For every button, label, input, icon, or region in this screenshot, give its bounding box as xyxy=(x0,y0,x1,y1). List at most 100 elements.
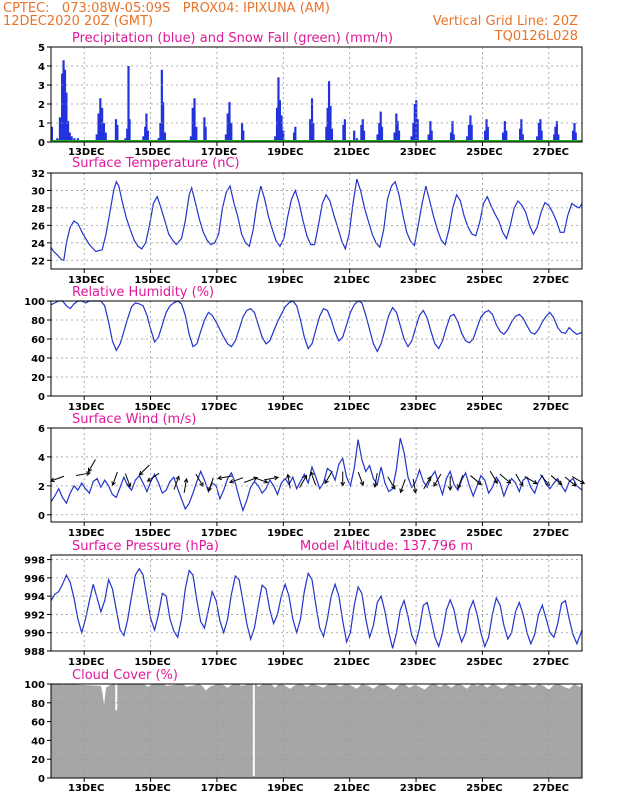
precip-bar xyxy=(189,136,193,142)
wind-arrow xyxy=(87,459,96,473)
precip-bar xyxy=(145,113,148,142)
precip-bar xyxy=(353,130,356,142)
y-tick-label: 60 xyxy=(31,718,45,729)
x-tick-label: 19DEC xyxy=(267,275,303,286)
x-tick-label: 13DEC xyxy=(68,275,104,286)
x-tick-label: 13DEC xyxy=(68,528,104,539)
wind-arrow-head xyxy=(263,479,269,484)
y-tick-label: 26 xyxy=(31,221,45,232)
pressure-title: Surface Pressure (hPa) xyxy=(72,539,219,554)
wind-arrow-head xyxy=(391,485,396,490)
y-tick-label: 996 xyxy=(24,574,45,585)
precip-bar xyxy=(505,130,508,142)
wind-arrow-shaft xyxy=(173,476,180,490)
wind-arrow-head xyxy=(175,475,180,481)
precip-bar xyxy=(427,134,430,142)
rh-frame xyxy=(50,300,583,397)
x-tick-label: 19DEC xyxy=(267,528,303,539)
x-tick-label: 15DEC xyxy=(134,528,170,539)
precip-bar xyxy=(536,136,539,142)
pressure-annotation: Model Altitude: 137.796 m xyxy=(300,539,473,554)
wind-arrow-head xyxy=(571,482,577,487)
precip-bar xyxy=(126,128,129,142)
x-tick-label: 17DEC xyxy=(201,783,237,794)
precip-bar xyxy=(397,130,401,142)
y-tick-label: 20 xyxy=(31,373,45,384)
wind-arrow-head xyxy=(447,486,453,491)
wind-arrow xyxy=(564,476,577,487)
precip-bar xyxy=(360,124,363,142)
x-tick-label: 15DEC xyxy=(134,275,170,286)
x-tick-label: 17DEC xyxy=(201,402,237,413)
wind-arrow xyxy=(76,471,91,476)
y-tick-label: 20 xyxy=(31,755,45,766)
wind-arrow xyxy=(173,475,180,490)
x-tick-label: 23DEC xyxy=(400,402,436,413)
x-tick-label: 17DEC xyxy=(201,147,237,158)
precip-bar xyxy=(484,130,487,142)
x-tick-label: 23DEC xyxy=(400,528,436,539)
wind-arrow xyxy=(124,473,132,488)
y-tick-label: 80 xyxy=(31,316,45,327)
precip-bar xyxy=(62,60,65,142)
precip-bar xyxy=(449,132,453,142)
precip-bar xyxy=(380,126,384,142)
wind-arrow-shaft xyxy=(324,470,333,484)
wind-arrow-shaft xyxy=(243,477,258,483)
wind-arrow-shaft xyxy=(374,473,378,488)
wind-arrow xyxy=(49,475,65,483)
x-tick-label: 27DEC xyxy=(533,147,569,158)
wind-arrow-head xyxy=(302,474,308,480)
x-tick-label: 27DEC xyxy=(533,657,569,668)
wind-arrow-shaft xyxy=(540,474,550,486)
y-tick-label: 32 xyxy=(31,169,45,180)
precip-bar xyxy=(519,128,522,142)
x-tick-label: 25DEC xyxy=(466,275,502,286)
precip-bar xyxy=(416,119,419,142)
wind-arrow-head xyxy=(427,475,432,481)
cloud-gap xyxy=(115,684,118,711)
wind-arrow-head xyxy=(183,477,189,483)
precip-bar xyxy=(162,102,165,142)
wind-arrow xyxy=(412,478,418,494)
x-tick-label: 19DEC xyxy=(267,402,303,413)
precip-bar xyxy=(537,123,541,142)
precip-bar xyxy=(240,123,244,142)
wind-arrow-shaft xyxy=(287,474,291,489)
x-tick-label: 13DEC xyxy=(68,783,104,794)
wind-arrow-shaft xyxy=(147,472,160,482)
precip-bar xyxy=(309,119,312,142)
x-tick-label: 21DEC xyxy=(333,402,369,413)
wind-arrow-head xyxy=(506,479,512,484)
x-tick-label: 15DEC xyxy=(134,657,170,668)
wind-arrow-head xyxy=(274,475,279,481)
cloud-panel: Cloud Cover (%) 0 20 40 60 80 100 13DEC 15DEC 17D… xyxy=(24,668,583,794)
wind-arrow-shaft xyxy=(264,476,279,481)
pressure-frame xyxy=(50,554,583,652)
y-tick-label: 5 xyxy=(38,43,45,54)
y-tick-label: 40 xyxy=(31,354,45,365)
wind-arrow-head xyxy=(359,481,365,487)
cloud-title: Cloud Cover (%) xyxy=(72,668,178,683)
precip-bar xyxy=(413,104,416,142)
wind-arrow-shaft xyxy=(524,476,538,484)
wind-arrow-shaft xyxy=(310,471,317,486)
x-tick-label: 27DEC xyxy=(533,402,569,413)
precip-bar xyxy=(204,126,207,142)
precip-bar xyxy=(61,73,64,142)
precip-bar xyxy=(128,119,131,142)
wind-arrow-head xyxy=(87,467,93,473)
wind-arrow xyxy=(540,474,551,487)
y-tick-label: 28 xyxy=(31,204,45,215)
wind-arrow-shaft xyxy=(433,473,442,487)
wind-arrow xyxy=(387,476,396,490)
y-tick-label: 2 xyxy=(38,482,45,493)
wind-arrow-shaft xyxy=(457,474,464,489)
precip-bar xyxy=(102,123,106,142)
y-tick-label: 100 xyxy=(24,297,45,308)
x-tick-label: 25DEC xyxy=(466,402,502,413)
cloud-frame xyxy=(50,683,583,779)
wind-arrow-head xyxy=(138,470,144,476)
precip-bar xyxy=(226,113,229,142)
